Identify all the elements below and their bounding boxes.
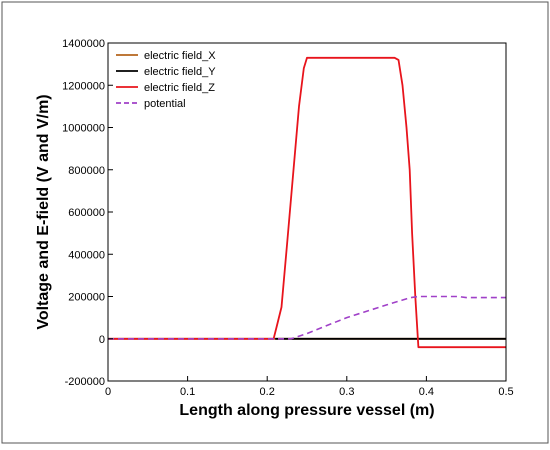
x-axis-label: Length along pressure vessel (m): [179, 402, 434, 419]
y-axis-label: Voltage and E-field (V and V/m): [35, 94, 52, 329]
x-tick-label: 0.2: [260, 386, 275, 398]
x-tick-label: 0.5: [498, 386, 513, 398]
y-tick-label: 0: [99, 334, 105, 346]
legend-label: electric field_Z: [144, 82, 215, 94]
legend-label: potential: [144, 98, 186, 110]
y-tick-label: 1200000: [62, 80, 105, 92]
x-tick-label: 0.1: [180, 386, 195, 398]
plot-layer: [108, 56, 506, 349]
y-tick-label: 400000: [68, 249, 105, 261]
y-tick-label: 800000: [68, 165, 105, 177]
y-tick-label: 200000: [68, 292, 105, 304]
x-tick-label: 0.4: [419, 386, 434, 398]
legend-label: electric field_X: [144, 50, 216, 62]
y-tick-label: 600000: [68, 207, 105, 219]
y-tick-label: 1400000: [62, 38, 105, 50]
y-tick-label: -200000: [65, 376, 105, 388]
x-tick-label: 0.3: [339, 386, 354, 398]
series-line-potential: [108, 295, 506, 340]
legend-label: electric field_Y: [144, 66, 216, 78]
ticks-layer: 0 0.1 0.2 0.3 0.4 0.5-20000002000004000006000…: [62, 38, 513, 398]
y-tick-label: 1000000: [62, 123, 105, 135]
series-line-electric-field-z: [108, 56, 506, 349]
x-tick-label: 0: [105, 386, 111, 398]
legend: electric field_X electric field_Y electric…: [116, 50, 216, 110]
